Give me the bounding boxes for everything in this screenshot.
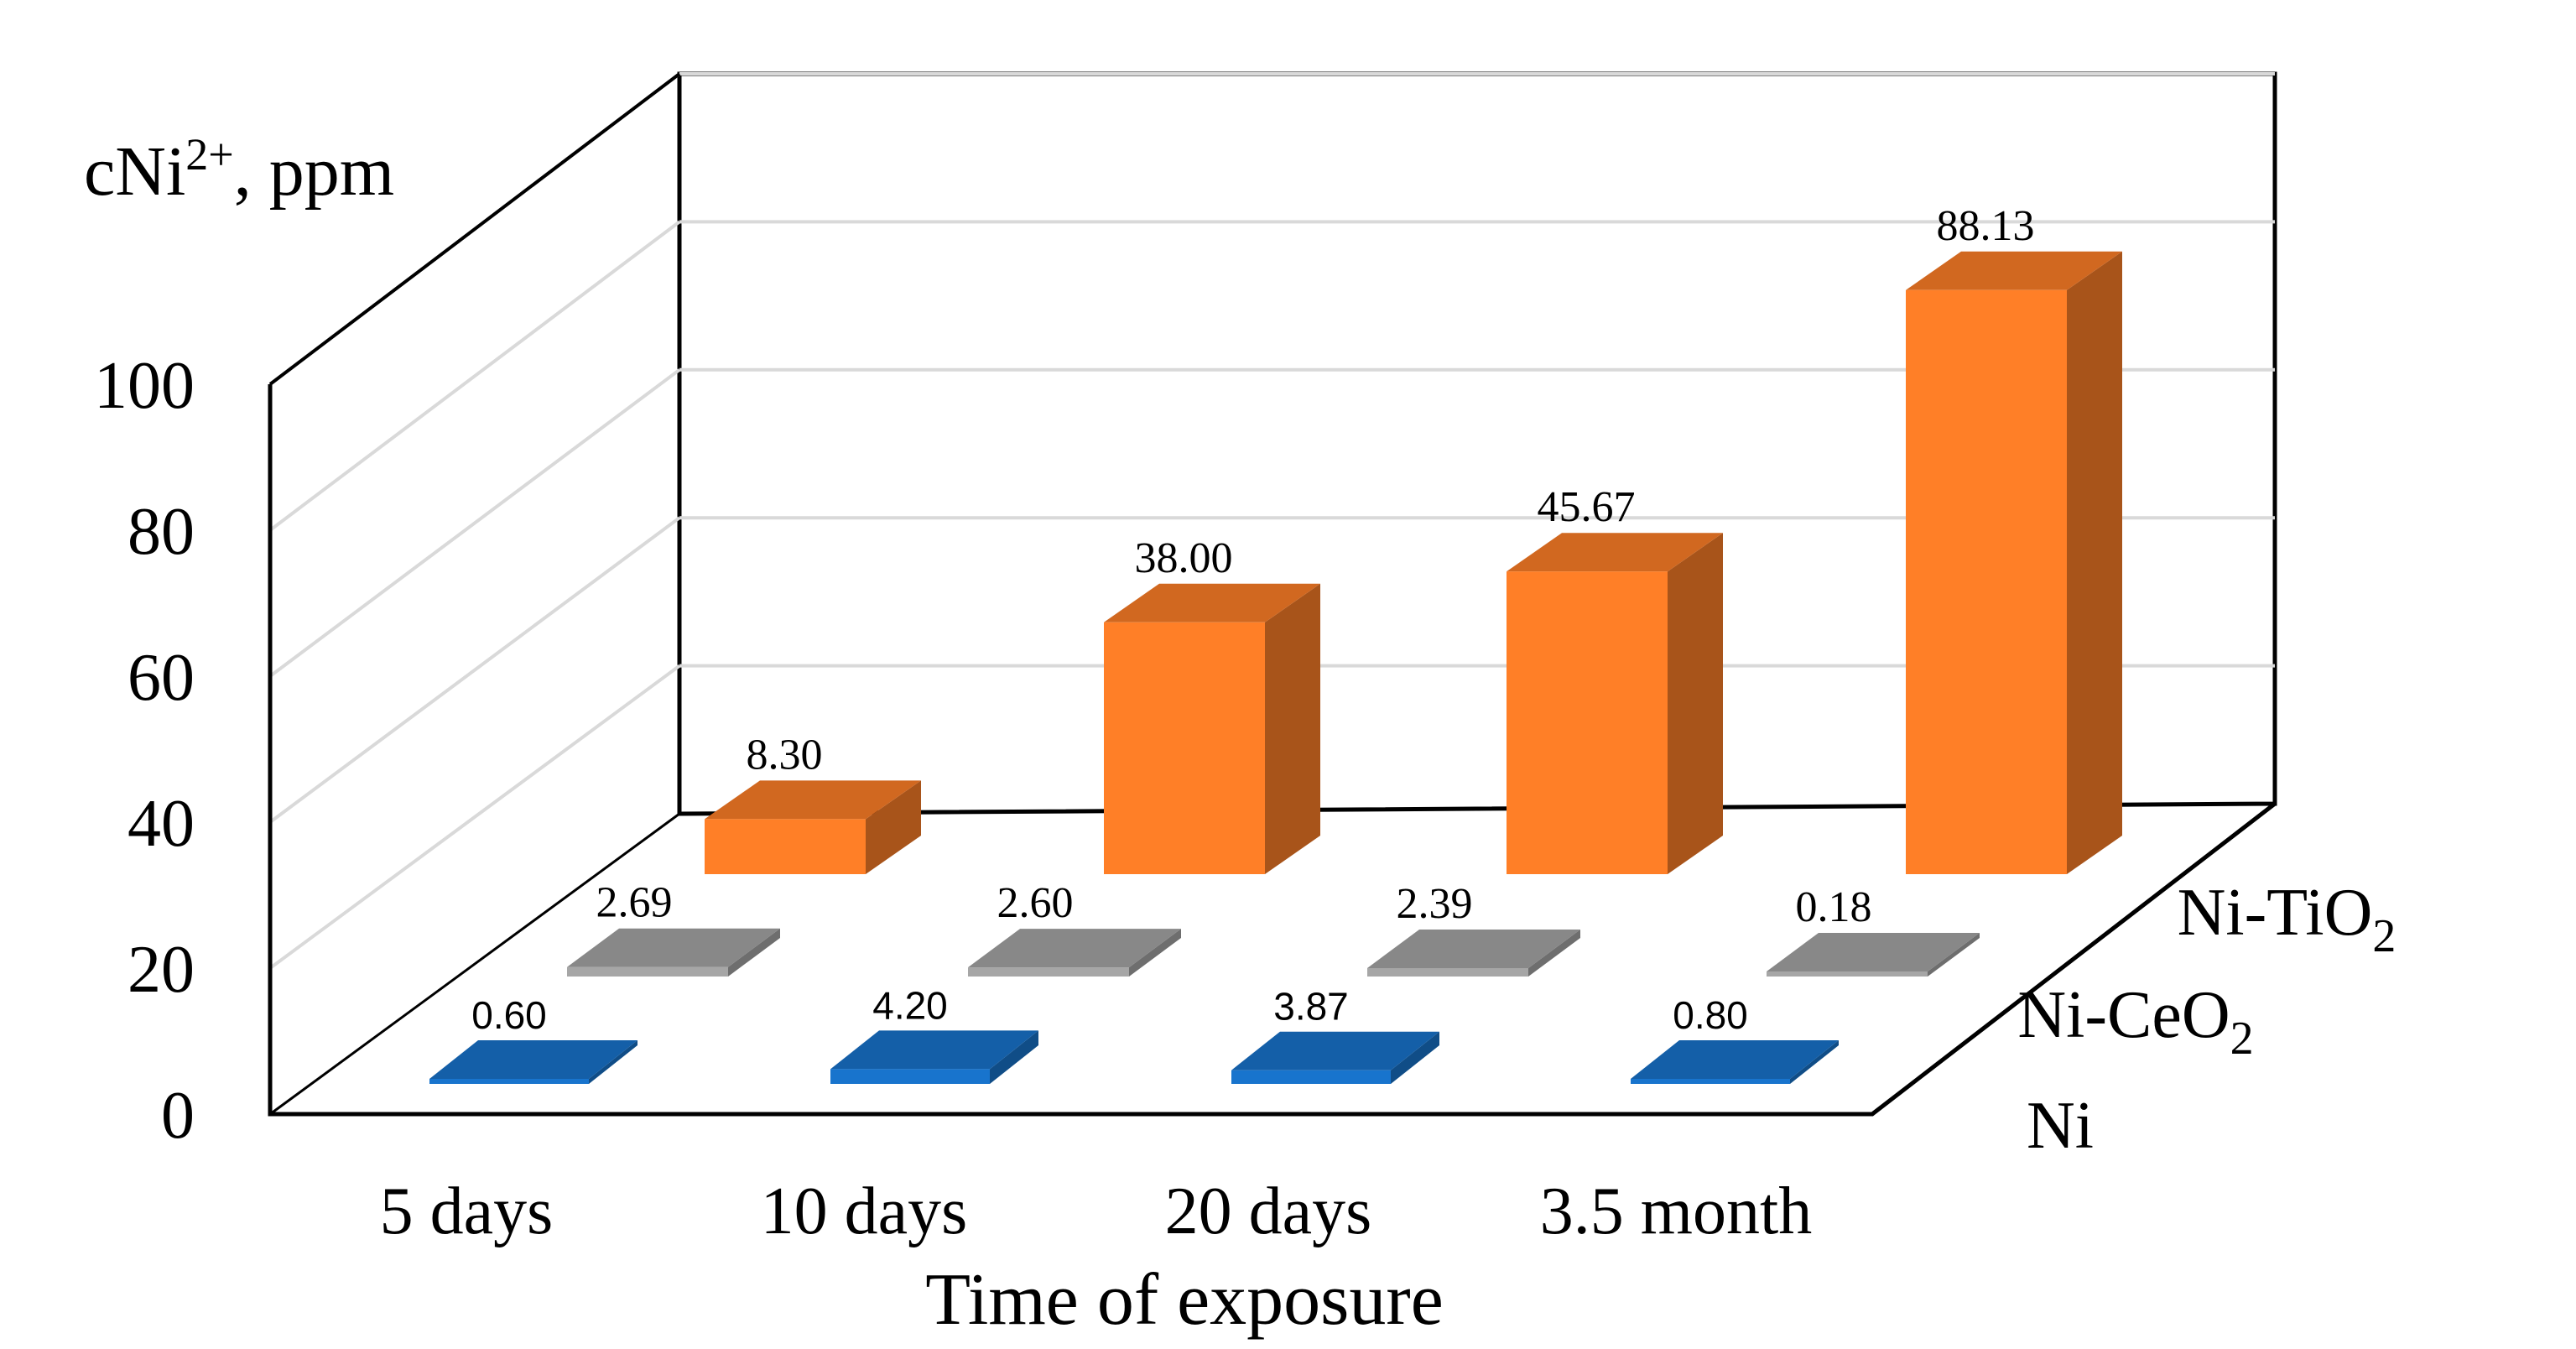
series-label: Ni (2027, 1089, 2094, 1163)
gridline-side (268, 368, 681, 678)
bar-top (1507, 533, 1723, 572)
category-label: 5 days (380, 1175, 554, 1248)
y-axis-title: cNi2+, ppm (84, 129, 394, 211)
bar-side (1790, 1040, 1839, 1084)
chart-walls (268, 71, 2277, 1117)
category-label: 3.5 month (1540, 1175, 1812, 1248)
bar (830, 1030, 1038, 1084)
bar-side (866, 780, 921, 874)
bar (968, 929, 1181, 977)
bar-side (1668, 533, 1723, 874)
series-label: Ni-CeO2 (2017, 978, 2253, 1065)
bar-front (1231, 1070, 1391, 1084)
bar (705, 780, 921, 874)
bar-top (1231, 1031, 1439, 1070)
data-label: 88.13 (1937, 202, 2035, 250)
gridline-side (268, 516, 681, 824)
bar-front (429, 1079, 589, 1084)
bar-top (1631, 1040, 1839, 1079)
bar (1631, 1040, 1839, 1084)
bar-front (567, 966, 728, 977)
bar-front (1767, 971, 1928, 977)
series-label: Ni-TiO2 (2178, 876, 2396, 962)
y-axis-title-superscript: 2+ (185, 129, 233, 180)
bar-top (1767, 933, 1980, 971)
chart-bars (429, 251, 2122, 1084)
data-label: 0.80 (1673, 993, 1748, 1037)
y-tick-label: 40 (127, 787, 195, 861)
bar-side (2067, 251, 2122, 874)
series-label-subscript: 2 (2230, 1013, 2254, 1065)
chart-labels: 0 20 40 60 80 100 5 days 10 days 20 days 3.5 mont… (94, 202, 2396, 1248)
category-label: 20 days (1165, 1175, 1372, 1248)
category-label: 10 days (761, 1175, 968, 1248)
bar-top (1367, 930, 1580, 968)
y-tick-label: 60 (127, 641, 195, 715)
bar-front (1631, 1079, 1790, 1084)
bar-side (1265, 583, 1320, 874)
data-label: 2.60 (997, 879, 1074, 927)
data-label: 2.39 (1397, 880, 1473, 928)
bar-top (1906, 251, 2122, 290)
y-axis-title-main: cNi (84, 133, 185, 211)
axis-frame (268, 384, 2277, 1117)
bar-front (968, 967, 1129, 977)
bar-side (589, 1040, 637, 1084)
bar-side (1391, 1031, 1439, 1084)
series-label-main: Ni (2027, 1089, 2094, 1163)
data-label: 0.18 (1796, 883, 1872, 931)
series-label-main: Ni-CeO (2017, 978, 2230, 1052)
side-wall-top-edge (268, 72, 681, 386)
bar-front (1104, 622, 1265, 874)
bar (1367, 930, 1580, 977)
bar-top (429, 1040, 637, 1079)
bar (1231, 1031, 1439, 1084)
y-tick-label: 80 (127, 495, 195, 569)
gridline-side (268, 664, 681, 970)
bar-top (705, 780, 921, 820)
data-label: 2.69 (596, 879, 673, 927)
data-label: 8.30 (747, 731, 823, 779)
bar-side (1528, 930, 1580, 977)
series-label-main: Ni-TiO (2178, 876, 2373, 950)
y-tick-label: 0 (161, 1079, 195, 1153)
bar-front (1906, 289, 2067, 874)
bar (1507, 533, 1723, 874)
bar-top (968, 929, 1181, 968)
bar-front (1367, 967, 1528, 977)
bar (1104, 583, 1320, 874)
series-label-subscript: 2 (2372, 910, 2396, 962)
bar-side (1129, 929, 1181, 977)
y-axis-title-suffix: , ppm (234, 133, 394, 211)
bar (429, 1040, 637, 1084)
data-label: 38.00 (1135, 534, 1233, 582)
y-tick-label: 20 (127, 933, 195, 1007)
bar-top (1104, 583, 1320, 622)
bar (567, 928, 780, 977)
bar-side (990, 1030, 1038, 1084)
bar (1767, 933, 1980, 977)
bar-top (567, 928, 780, 967)
bar-top (830, 1030, 1038, 1070)
y-tick-label: 100 (94, 349, 195, 423)
bar-front (705, 819, 866, 874)
data-label: 4.20 (872, 983, 948, 1027)
bar-front (830, 1069, 990, 1084)
bar (1906, 251, 2122, 874)
floor-left-edge (269, 812, 680, 1116)
x-axis-title: Time of exposure (925, 1259, 1444, 1341)
data-label: 45.67 (1538, 483, 1636, 531)
bar-side (728, 928, 780, 977)
data-label: 3.87 (1273, 985, 1349, 1029)
bar-front (1507, 571, 1668, 874)
gridline-side (268, 220, 681, 532)
data-label: 0.60 (471, 993, 547, 1037)
bar-side (1928, 933, 1980, 977)
